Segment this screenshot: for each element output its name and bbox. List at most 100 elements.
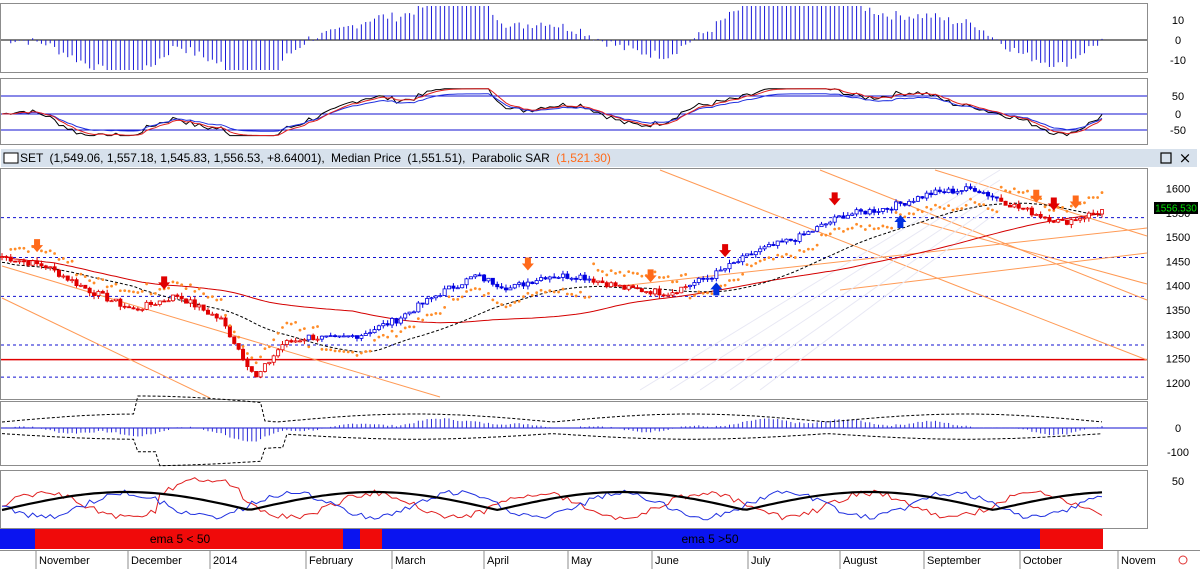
sar-dot [583,296,587,299]
candle-body [447,285,452,290]
candle-body [652,288,657,295]
candle-body [858,209,863,212]
price-tick-label: 1400 [1166,281,1190,293]
sar-dot [600,270,604,273]
channel-line [839,252,1148,291]
candle-body [705,277,710,280]
sar-dot [267,345,271,349]
sar-dot [127,289,131,293]
sell-arrow [644,269,657,283]
sar-dot [320,347,324,351]
ma-long-line [1,213,1103,324]
candle-body [801,233,806,236]
median-label: Median Price [331,151,401,165]
sar-dot [180,283,184,287]
candle-body [394,318,399,324]
candle-body [696,277,701,283]
candle-body [140,308,145,311]
candle-body [464,278,469,286]
sar-dot [745,263,749,267]
ma-mid-line [1,202,1103,353]
sar-dot [434,312,438,315]
sar-dot [110,284,113,288]
candle-body [714,270,719,279]
candle-body [977,190,982,194]
candle-body [192,299,197,308]
candle-body [731,262,736,265]
sar-dot [881,224,885,228]
sar-dot [83,275,87,278]
candle-body [723,268,728,271]
sar-dot [408,325,411,329]
candle-body [350,335,355,337]
candle-body [460,284,465,289]
candle-body [793,240,798,242]
candle-body [1025,207,1030,210]
trend-label-bear: ema 5 < 50 [150,532,211,546]
last-price-badge: 1556.530 [1154,202,1198,215]
sar-dot [145,282,149,286]
sar-dot [298,328,302,332]
sar-dot [688,296,692,300]
adx-plus-di-line [1,489,1103,521]
candle-body [258,371,263,378]
maximize-button[interactable] [1158,151,1174,165]
candle-body [1012,203,1017,208]
sar-dot [40,249,43,253]
sar-dot [640,274,644,278]
candle-body [902,203,907,206]
sar-dot [390,329,394,333]
candle-body [1086,212,1091,219]
close-button[interactable]: × [1177,149,1193,167]
trend-band: ema 5 < 50 ema 5 >50 [0,529,1103,549]
sar-dot [837,227,841,230]
candle-body [994,196,999,199]
candle-body [368,332,373,335]
sar-dot [114,282,118,286]
candle-body [1091,212,1096,215]
symbol: SET [20,151,44,165]
sar-dot [596,268,600,272]
sar-dot [97,276,100,280]
sar-dot [338,349,341,353]
sar-dot [364,350,368,353]
sar-dot [70,259,74,263]
candle-body [490,277,495,285]
sar-dot [381,333,385,337]
candle-body [197,304,202,308]
sar-dot [938,205,942,209]
sell-arrow [719,244,732,258]
sar-dot [916,208,920,212]
candle-body [319,335,324,340]
candle-body [302,339,307,342]
svg-text:1556.530: 1556.530 [1155,204,1197,215]
candle-body [758,248,763,253]
status-icon [1178,555,1188,565]
date-axis: November December 2014 February March April Ma… [35,551,1156,569]
adx-lines [1,477,1103,521]
stoch-signal-line [1,93,1103,132]
sar-dot [355,354,359,357]
stoch-tick-label: -50 [1170,125,1186,137]
sar-dot [491,298,495,302]
candle-body [78,284,83,287]
candle-body [390,318,395,326]
sar-dot [478,287,482,291]
stoch-tick-label: 50 [1172,91,1184,103]
candle-body [13,260,18,263]
stoch-tick-label: 0 [1175,109,1181,121]
price-tick-label: 1450 [1166,256,1190,268]
sar-dot [868,224,872,228]
candle-body [596,280,601,283]
sar-dot [412,325,416,329]
sar-dot [329,348,333,352]
macd-tick-label: 10 [1172,15,1184,27]
sar-dot [395,334,398,338]
candle-body [52,266,57,271]
sar-dot [964,203,968,207]
candle-body [946,188,951,193]
buy-arrow [894,215,907,229]
sar-dot [636,272,639,275]
sell-arrow [1047,197,1060,211]
candle-body [1016,203,1021,209]
